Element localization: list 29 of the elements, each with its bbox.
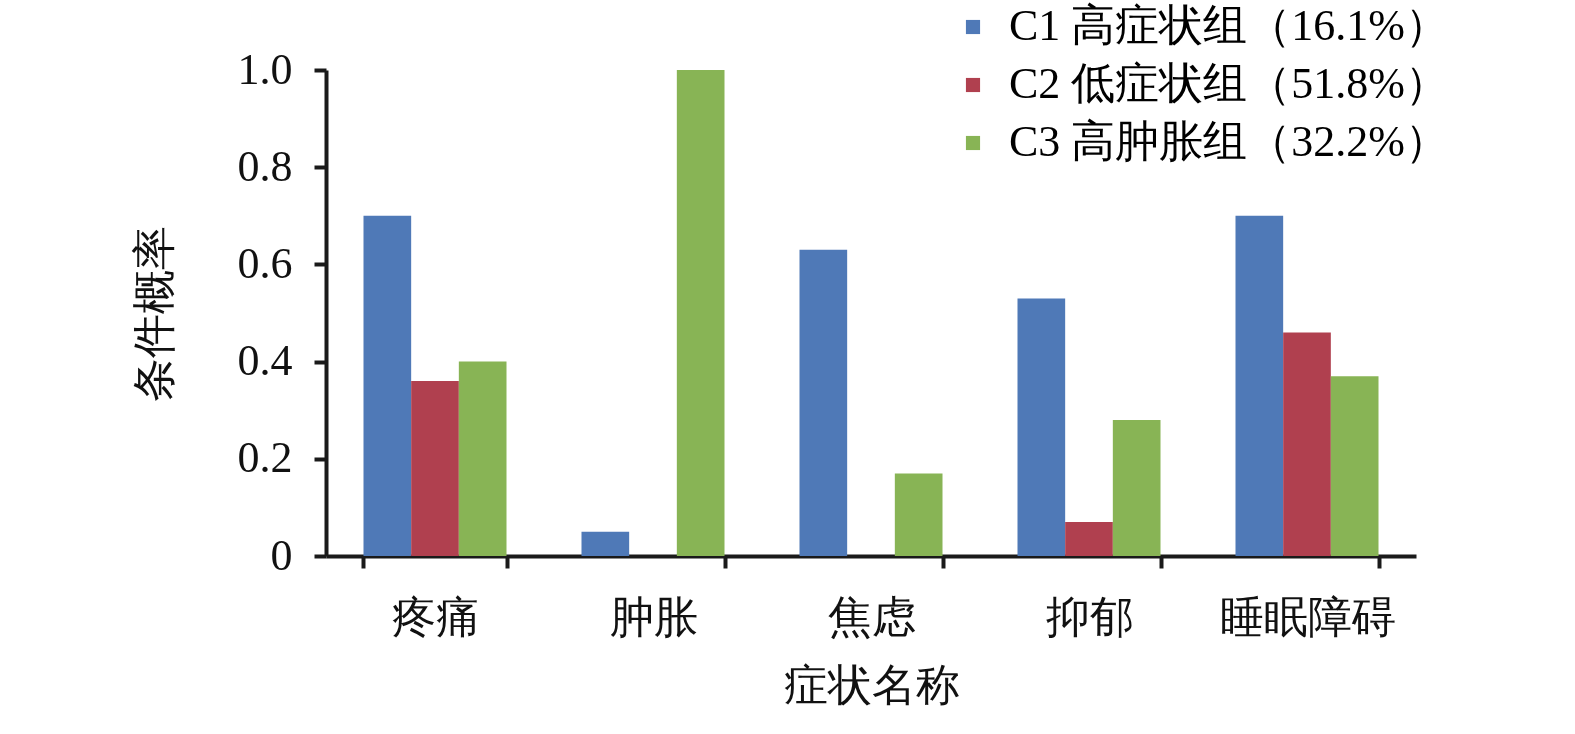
bar [458, 361, 507, 556]
y-tick-label: 0 [270, 530, 293, 580]
bar [1017, 298, 1066, 556]
y-axis-title: 条件概率 [129, 225, 179, 402]
x-tick-label: 肿胀 [609, 592, 698, 642]
y-tick-label: 1.0 [237, 44, 293, 94]
y-tick-label: 0.4 [237, 336, 293, 386]
x-tick-label: 疼痛 [391, 592, 480, 642]
bar [1330, 376, 1379, 556]
y-tick-label: 0.8 [237, 141, 293, 191]
legend-label: C1 高症状组（16.1%） [1009, 1, 1449, 50]
bar [799, 249, 848, 556]
legend-label: C2 低症状组（51.8%） [1009, 59, 1449, 108]
bar [363, 215, 412, 556]
legend-label: C3 高肿胀组（32.2%） [1009, 117, 1449, 166]
y-tick-label: 0.6 [237, 238, 293, 288]
bar [1065, 521, 1113, 556]
bar [1112, 419, 1161, 556]
bar [1283, 332, 1331, 556]
y-tick-label: 0.2 [237, 433, 293, 483]
x-tick-label: 抑郁 [1045, 592, 1134, 642]
bar [411, 381, 459, 556]
bar [894, 473, 943, 556]
bar [581, 531, 630, 556]
x-axis-title: 症状名称 [783, 660, 960, 710]
x-tick-label: 焦虑 [827, 592, 916, 642]
bar [1235, 215, 1284, 556]
x-tick-label: 睡眠障碍 [1219, 592, 1396, 642]
bar [676, 70, 725, 556]
